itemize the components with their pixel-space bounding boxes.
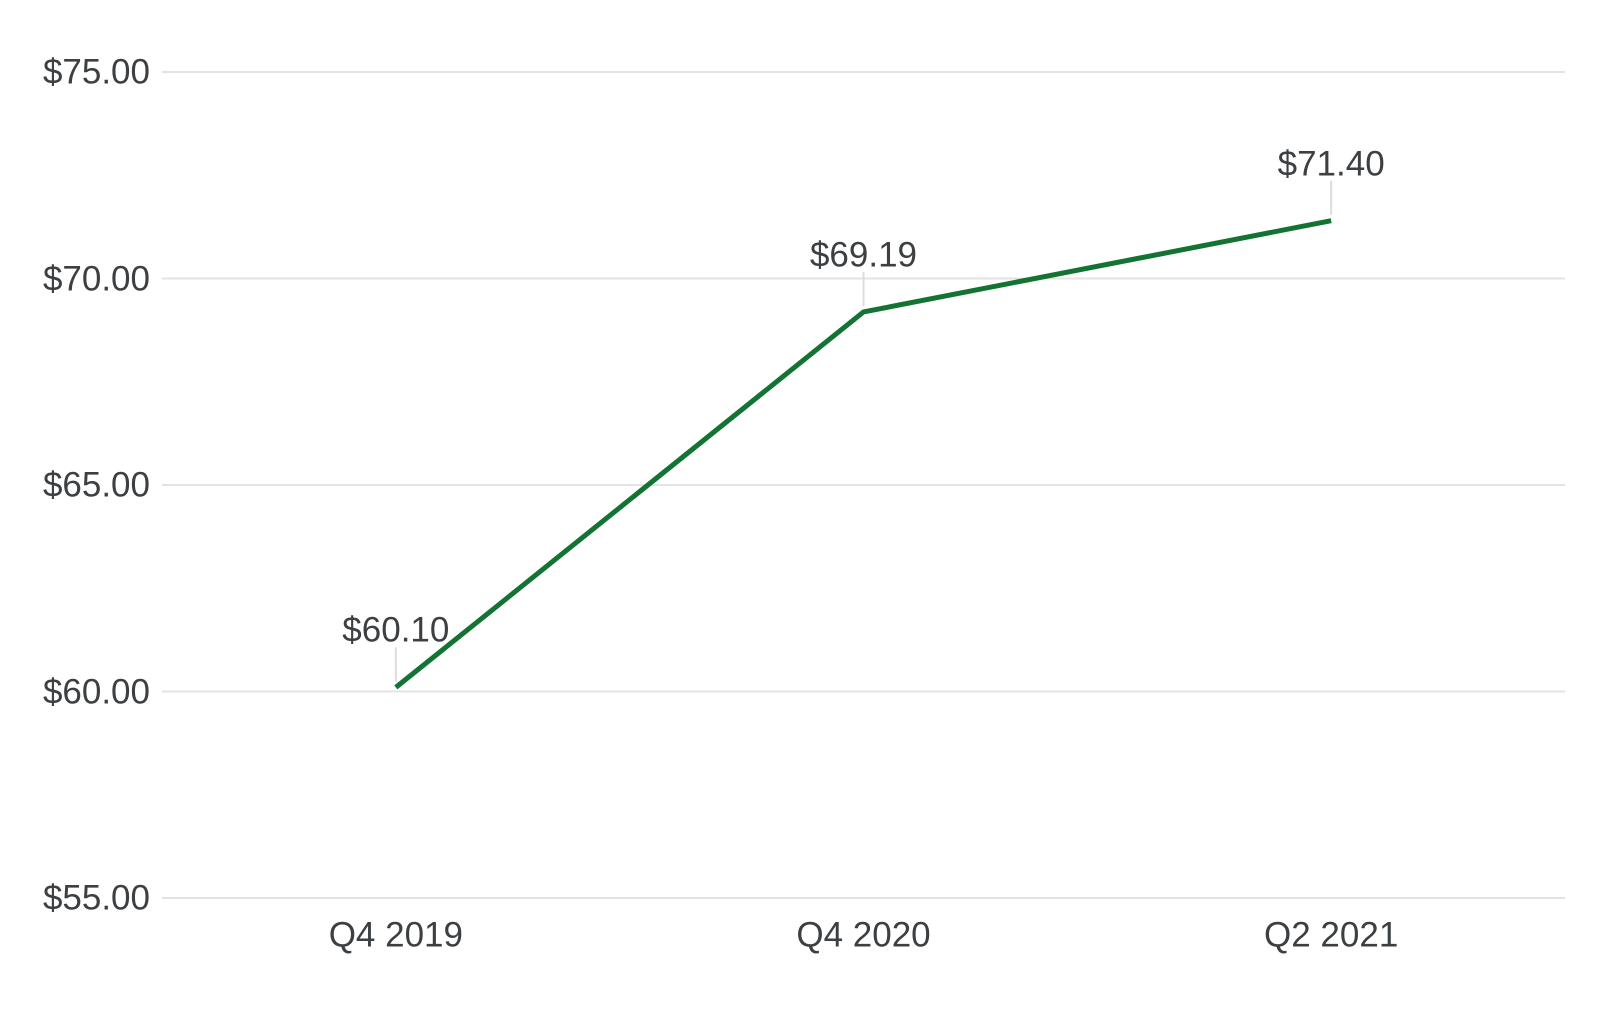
series-line [394, 218, 1332, 690]
